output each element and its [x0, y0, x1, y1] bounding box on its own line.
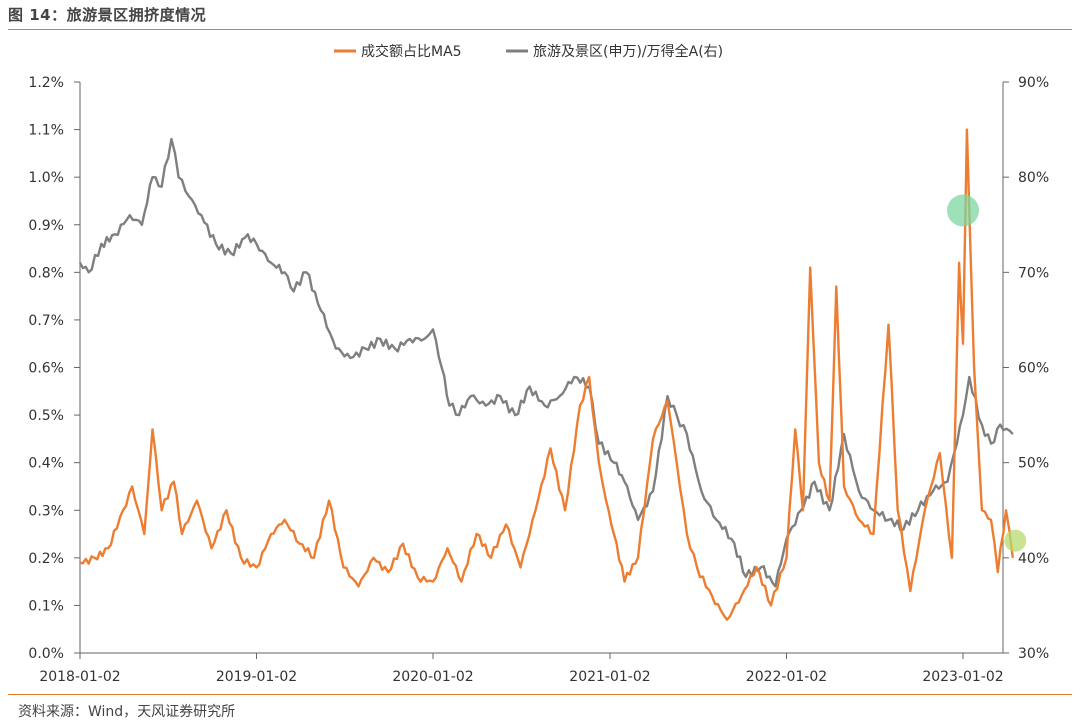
right-tick-label: 30%	[1018, 646, 1049, 662]
figure-title: 图 14：旅游景区拥挤度情况	[8, 6, 207, 24]
highlight-marker	[947, 194, 979, 227]
x-tick-label: 2022-01-02	[746, 669, 827, 685]
left-tick-label: 0.1%	[28, 598, 64, 614]
left-tick-label: 1.2%	[28, 75, 64, 91]
left-tick-label: 0.7%	[28, 313, 64, 329]
line-chart: 0.0% 0.1% 0.2% 0.3% 0.4% 0.5% 0.6% 0.7% 0.8% 0.9%…	[28, 43, 1049, 685]
right-tick-label: 60%	[1018, 361, 1049, 377]
left-tick-label: 0.8%	[28, 265, 64, 281]
legend-label-ratio: 旅游及景区(申万)/万得全A(右)	[533, 43, 723, 60]
left-tick-label: 0.9%	[28, 218, 64, 234]
right-tick-label: 90%	[1018, 75, 1049, 91]
left-tick-label: 0.5%	[28, 408, 64, 424]
left-tick-label: 0.2%	[28, 551, 64, 567]
source-note: 资料来源：Wind，天风证券研究所	[18, 704, 236, 720]
left-tick-label: 0.3%	[28, 503, 64, 519]
highlight-marker	[1004, 529, 1027, 552]
x-axis-ticks: 2018-01-02 2019-01-02 2020-01-02 2021-01-02…	[39, 653, 1004, 685]
right-tick-label: 50%	[1018, 456, 1049, 472]
right-tick-label: 80%	[1018, 170, 1049, 186]
left-tick-label: 0.6%	[28, 361, 64, 377]
legend: 成交额占比MA5 旅游及景区(申万)/万得全A(右)	[334, 43, 723, 60]
right-axis-ticks: 30% 40% 50% 60% 70% 80% 90%	[1003, 75, 1049, 662]
x-tick-label: 2023-01-02	[922, 669, 1003, 685]
left-tick-label: 1.1%	[28, 123, 64, 139]
left-tick-label: 0.4%	[28, 456, 64, 472]
left-tick-label: 1.0%	[28, 170, 64, 186]
x-tick-label: 2020-01-02	[392, 669, 473, 685]
right-tick-label: 40%	[1018, 551, 1049, 567]
top-divider	[8, 29, 1072, 30]
bottom-divider	[8, 694, 1072, 695]
x-tick-label: 2021-01-02	[569, 669, 650, 685]
series-line-ratio	[78, 137, 1014, 588]
series-layer	[78, 128, 1014, 621]
left-tick-label: 0.0%	[28, 646, 64, 662]
left-axis-ticks: 0.0% 0.1% 0.2% 0.3% 0.4% 0.5% 0.6% 0.7% 0.8% 0.9%…	[28, 75, 80, 662]
highlight-layer	[947, 194, 1027, 552]
axes-frame	[79, 82, 1004, 654]
legend-label-turnover: 成交额占比MA5	[361, 43, 462, 60]
right-tick-label: 70%	[1018, 265, 1049, 281]
series-line-turnover	[79, 128, 1014, 621]
x-tick-label: 2019-01-02	[216, 669, 297, 685]
x-tick-label: 2018-01-02	[39, 669, 120, 685]
